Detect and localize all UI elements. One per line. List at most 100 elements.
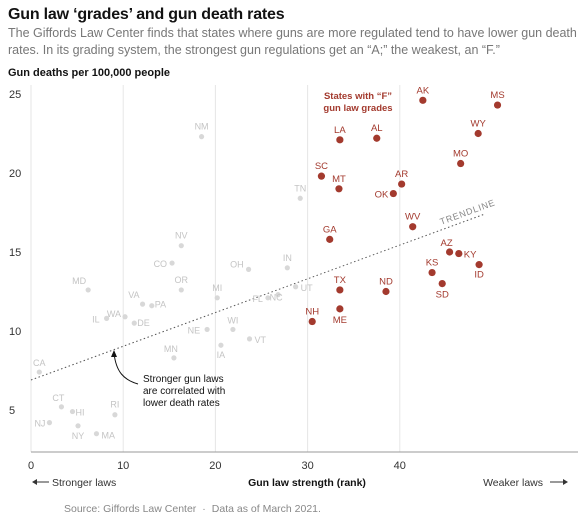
- source-text: Source: Giffords Law Center: [64, 503, 197, 515]
- x-tick-label: 0: [28, 460, 34, 472]
- state-label-sd: SD: [436, 290, 449, 301]
- state-point-tx: [336, 286, 344, 294]
- source-note: Source: Giffords Law Center · Data as of M…: [64, 503, 321, 515]
- state-point-wa: [122, 314, 128, 320]
- state-point-ky: [455, 249, 463, 258]
- y-tick-label: 5: [9, 405, 15, 417]
- state-label-oh: OH: [230, 259, 244, 269]
- state-label-ky: KY: [464, 250, 477, 261]
- f-grade-annotation-line: gun law grades: [323, 103, 392, 114]
- state-label-ct: CT: [52, 393, 64, 403]
- state-label-ga: GA: [323, 224, 337, 235]
- state-label-nh: NH: [305, 307, 319, 318]
- state-label-ok: OK: [375, 190, 389, 201]
- state-point-nm: [198, 134, 205, 140]
- left-arrow-icon: [32, 479, 37, 485]
- state-label-ia: IA: [217, 350, 226, 360]
- state-point-ri: [112, 412, 118, 418]
- state-point-wi: [230, 326, 236, 333]
- state-point-oh: [245, 266, 252, 272]
- state-point-tn: [297, 195, 303, 201]
- state-point-nd: [382, 287, 390, 296]
- y-tick-label: 20: [9, 168, 21, 180]
- state-point-ga: [326, 235, 334, 243]
- state-point-in: [284, 265, 290, 271]
- state-point-wv: [409, 223, 417, 231]
- state-label-wv: WV: [405, 212, 421, 223]
- state-label-wa: WA: [107, 309, 121, 319]
- state-label-wy: WY: [471, 119, 487, 130]
- state-label-nc: NC: [270, 293, 283, 303]
- separator-dot: ·: [202, 503, 206, 515]
- state-point-de: [131, 320, 137, 326]
- state-label-mo: MO: [453, 149, 468, 160]
- state-point-ia: [218, 342, 224, 348]
- state-point-wy: [474, 129, 482, 138]
- state-label-nv: NV: [175, 231, 188, 241]
- state-point-sc: [317, 172, 326, 180]
- y-axis-label: Gun deaths per 100,000 people: [8, 67, 171, 79]
- weaker-laws-label: Weaker laws: [483, 477, 543, 489]
- state-point-ok: [389, 189, 397, 198]
- state-label-ak: AK: [417, 85, 430, 96]
- state-point-ma: [93, 431, 100, 437]
- state-label-id: ID: [474, 270, 484, 281]
- trendline: [30, 213, 485, 381]
- state-point-nh: [308, 317, 316, 326]
- state-point-ar: [398, 180, 406, 188]
- state-point-or: [178, 287, 184, 293]
- f-grade-annotation-line: States with “F”: [324, 91, 392, 102]
- state-point-az: [445, 248, 454, 256]
- state-point-la: [336, 136, 344, 144]
- state-label-ar: AR: [395, 169, 408, 180]
- state-label-md: MD: [72, 276, 86, 286]
- state-point-vt: [246, 336, 253, 342]
- state-label-in: IN: [283, 253, 292, 263]
- trendline-label: TRENDLINE: [439, 197, 497, 226]
- state-label-nm: NM: [195, 122, 209, 132]
- state-label-va: VA: [128, 290, 139, 300]
- state-label-sc: SC: [315, 161, 328, 172]
- state-label-co: CO: [154, 259, 168, 269]
- state-point-ca: [36, 369, 42, 375]
- state-point-md: [85, 287, 91, 293]
- state-label-ca: CA: [33, 358, 46, 368]
- state-point-nv: [178, 243, 184, 249]
- state-point-ks: [428, 268, 436, 277]
- data-date-note: Data as of March 2021.: [211, 503, 321, 515]
- state-point-mo: [457, 159, 465, 168]
- state-point-pa: [149, 303, 155, 309]
- state-label-ri: RI: [110, 400, 119, 410]
- x-tick-label: 20: [209, 460, 221, 472]
- chart-subtitle: The Giffords Law Center finds that state…: [8, 26, 577, 57]
- state-label-fl: FL: [252, 294, 263, 304]
- state-point-mi: [214, 295, 220, 301]
- state-point-ne: [204, 326, 210, 333]
- scatter-plot: 0 10 20 30 40 5 10 15 20 25 TRENDLINE NM TN NV CO MD OR V…: [9, 85, 578, 489]
- state-point-al: [373, 134, 381, 142]
- state-point-id: [475, 261, 483, 269]
- state-point-il: [104, 315, 110, 321]
- state-point-co: [169, 260, 175, 266]
- y-tick-label: 15: [9, 247, 21, 259]
- state-label-nd: ND: [379, 277, 393, 288]
- state-label-de: DE: [137, 318, 150, 328]
- state-label-hi: HI: [75, 408, 84, 418]
- state-point-nj: [46, 420, 53, 426]
- x-axis-label: Gun law strength (rank): [248, 477, 366, 489]
- state-label-ny: NY: [72, 431, 85, 441]
- y-tick-label: 10: [9, 326, 21, 338]
- state-label-ne: NE: [188, 325, 201, 335]
- state-point-fl: [265, 295, 271, 301]
- y-tick-label: 25: [9, 89, 21, 101]
- state-label-ks: KS: [426, 258, 439, 269]
- state-point-mt: [335, 185, 343, 193]
- state-label-tn: TN: [294, 183, 306, 193]
- state-label-nj: NJ: [34, 419, 45, 429]
- state-label-tx: TX: [334, 275, 347, 286]
- state-point-ms: [493, 101, 502, 109]
- x-tick-label: 40: [394, 460, 406, 472]
- state-point-ny: [75, 423, 81, 429]
- state-label-al: AL: [371, 123, 383, 134]
- state-label-me: ME: [333, 315, 347, 326]
